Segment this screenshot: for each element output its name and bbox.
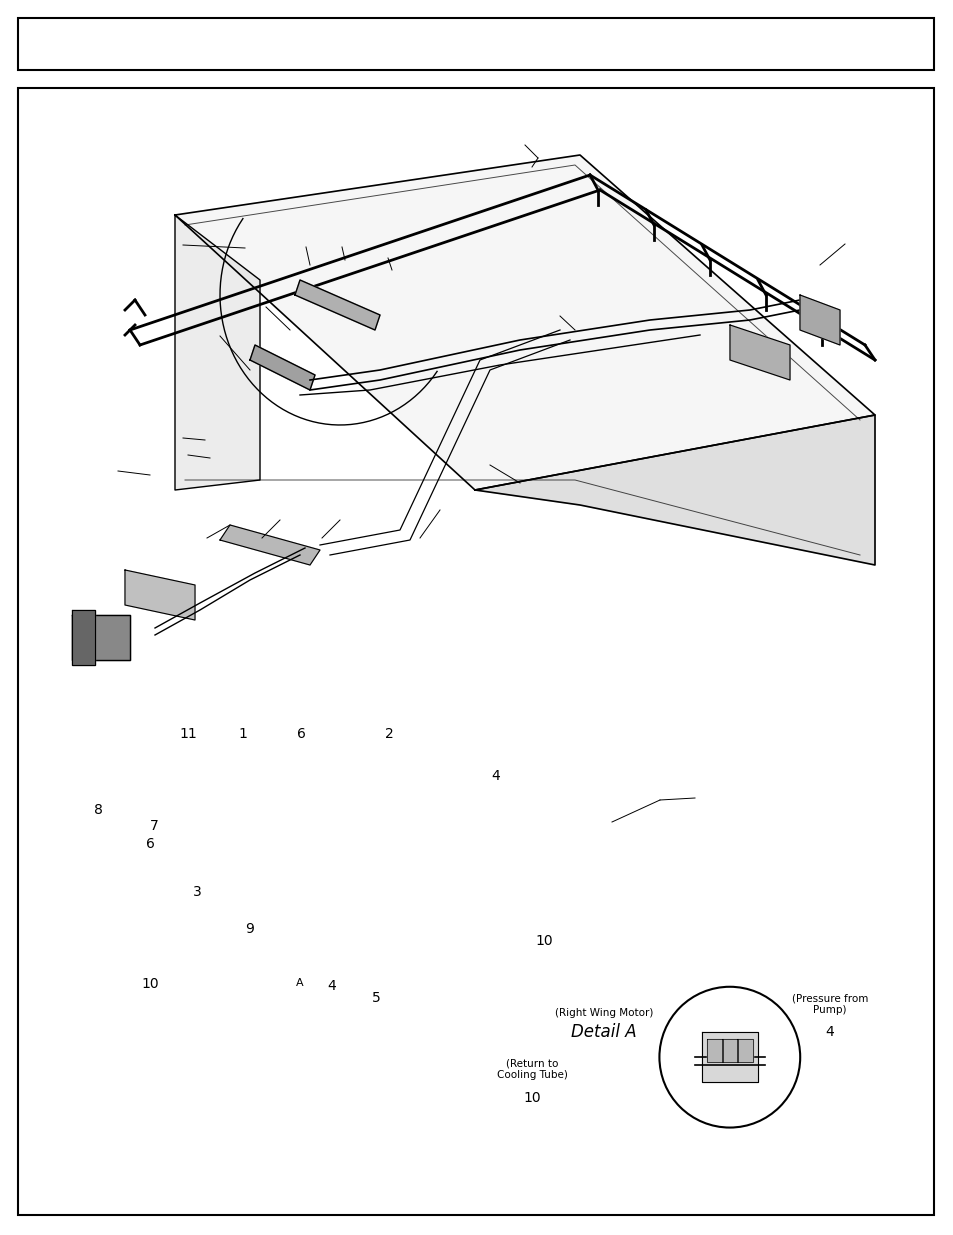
Text: 1: 1: [238, 726, 248, 741]
Polygon shape: [721, 1039, 737, 1062]
Polygon shape: [800, 295, 840, 345]
Polygon shape: [250, 345, 314, 390]
Polygon shape: [71, 610, 95, 664]
Polygon shape: [729, 325, 789, 380]
Polygon shape: [701, 1032, 757, 1082]
Bar: [18, 19, 933, 70]
Text: 4: 4: [491, 768, 500, 783]
Polygon shape: [706, 1039, 722, 1062]
Text: 4: 4: [824, 1025, 834, 1040]
Text: 3: 3: [193, 884, 202, 899]
Polygon shape: [294, 280, 379, 330]
Text: 10: 10: [535, 934, 552, 948]
Polygon shape: [174, 156, 874, 490]
Polygon shape: [174, 215, 260, 490]
Polygon shape: [475, 415, 874, 564]
Text: Detail A: Detail A: [571, 1024, 636, 1041]
Text: 2: 2: [384, 726, 394, 741]
Text: 10: 10: [523, 1091, 540, 1105]
Polygon shape: [736, 1039, 752, 1062]
Text: 6: 6: [146, 836, 155, 851]
Polygon shape: [220, 525, 319, 564]
Text: (Pressure from
Pump): (Pressure from Pump): [791, 993, 867, 1015]
Text: 9: 9: [245, 921, 254, 936]
Text: 6: 6: [296, 726, 306, 741]
Polygon shape: [71, 615, 130, 659]
Text: (Right Wing Motor): (Right Wing Motor): [554, 1008, 653, 1018]
Text: A: A: [295, 978, 303, 988]
Text: 10: 10: [142, 977, 159, 992]
Text: 5: 5: [371, 990, 380, 1005]
Polygon shape: [125, 571, 194, 620]
Text: 4: 4: [327, 978, 336, 993]
Text: (Return to
Cooling Tube): (Return to Cooling Tube): [497, 1058, 567, 1081]
Text: 7: 7: [150, 819, 159, 834]
Text: 11: 11: [179, 726, 196, 741]
Text: 8: 8: [93, 803, 103, 818]
Circle shape: [659, 987, 800, 1128]
